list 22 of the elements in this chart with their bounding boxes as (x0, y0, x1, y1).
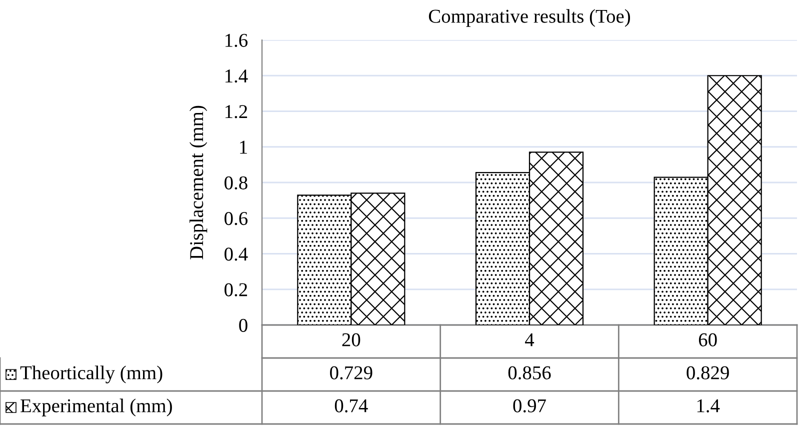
y-axis-title: Displacement (mm) (190, 106, 208, 260)
data-label: 0.829 (686, 366, 729, 380)
y-tick-label: 1.4 (226, 70, 248, 83)
y-tick-label: 1 (240, 140, 247, 154)
x-tick-label: 20 (342, 333, 360, 346)
data-label: 0.856 (508, 366, 551, 380)
data-label: 0.74 (334, 399, 368, 412)
y-tick-label: 0.8 (224, 176, 248, 190)
y-tick-label: 1.6 (226, 34, 248, 48)
y-tick-label: 0.6 (224, 212, 248, 226)
legend-label: Theortically (mm) (20, 366, 162, 384)
x-tick-label: 4 (525, 333, 534, 346)
chart-title: Comparative results (Toe) (428, 9, 630, 27)
y-tick-label: 0.4 (224, 248, 248, 261)
y-tick-label: 0.2 (224, 283, 248, 296)
data-label: 0.729 (330, 366, 372, 380)
data-label: 0.97 (513, 399, 546, 412)
legend-label: Experimental (mm) (20, 398, 172, 416)
data-label: 1.4 (697, 399, 720, 412)
y-tick-label: 1.2 (226, 105, 248, 118)
x-tick-label: 60 (698, 333, 717, 346)
y-tick-label: 0 (239, 318, 248, 332)
